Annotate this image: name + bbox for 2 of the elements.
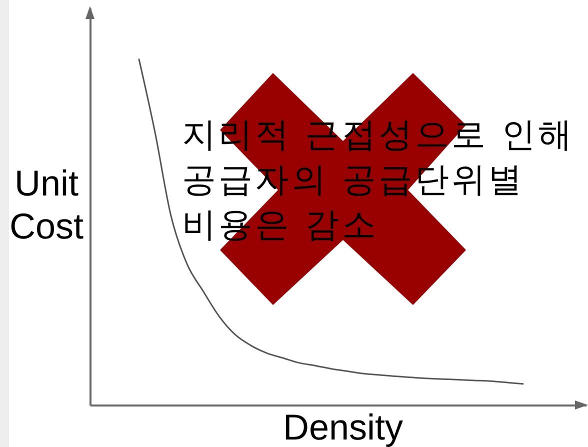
x-axis-title: Density	[282, 406, 404, 447]
y-axis-title: Unit Cost	[9, 162, 84, 246]
